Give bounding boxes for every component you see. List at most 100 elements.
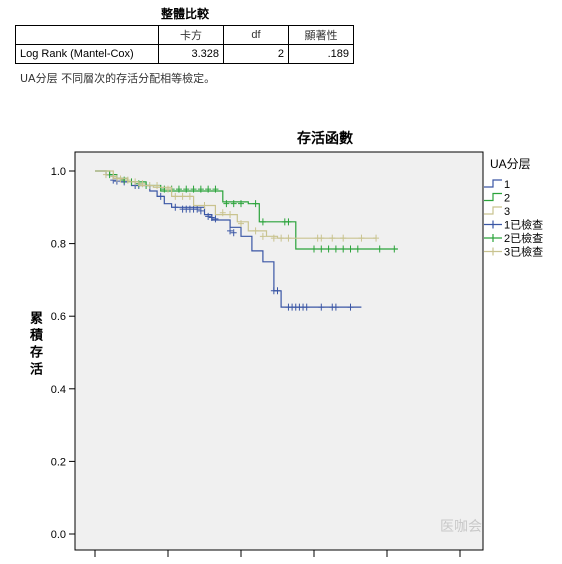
- censor-mark: [347, 245, 354, 253]
- censor-mark: [332, 303, 339, 311]
- censor-mark: [205, 212, 212, 220]
- table-title: 整體比較: [160, 7, 209, 21]
- y-tick-label: 0.8: [51, 239, 66, 251]
- censor-mark: [175, 185, 182, 193]
- legend-censor-swatch: [484, 220, 502, 229]
- legend-censor-swatch: [484, 247, 502, 256]
- legend-label: 1已檢查: [504, 218, 543, 232]
- y-tick-label: 0.4: [51, 384, 66, 396]
- censor-mark: [208, 213, 215, 221]
- censor-mark: [146, 182, 153, 190]
- censor-mark: [205, 185, 212, 193]
- legend-label: 1: [504, 179, 510, 191]
- censor-mark: [212, 185, 219, 193]
- y-axis-label-char: 存: [30, 345, 43, 361]
- censor-mark: [157, 192, 164, 200]
- y-axis-label-char: 累: [30, 311, 43, 327]
- censor-mark: [376, 245, 383, 253]
- censor-mark: [227, 227, 234, 235]
- censor-mark: [318, 303, 325, 311]
- watermark-logo: 医咖会: [440, 519, 482, 535]
- censor-mark: [179, 192, 186, 200]
- chi-square-value: 3.328: [158, 44, 224, 64]
- significance-value: .189: [288, 44, 354, 64]
- censor-mark: [102, 171, 109, 179]
- censor-mark: [238, 200, 244, 208]
- censor-mark: [186, 192, 193, 200]
- censor-mark: [303, 303, 310, 311]
- censor-mark: [278, 234, 285, 242]
- legend-label: 3已檢查: [504, 245, 543, 259]
- censor-mark: [358, 234, 365, 242]
- censor-mark: [270, 234, 277, 242]
- censor-mark: [219, 209, 226, 217]
- y-tick-label: 0.6: [51, 311, 66, 323]
- censor-mark: [318, 245, 325, 253]
- y-tick-label: 0.0: [51, 529, 66, 541]
- legend-line-swatch: [484, 192, 502, 202]
- y-axis-label-char: 積: [29, 328, 44, 344]
- legend-label: 3: [504, 206, 510, 218]
- y-axis-label: 累 積 存 活: [29, 311, 48, 378]
- chart-title: 存活函數: [297, 130, 353, 147]
- censor-mark: [230, 200, 237, 208]
- table-footnote: UA分层 不同層次的存活分配相等檢定。: [20, 72, 216, 85]
- censor-mark: [190, 185, 197, 193]
- plot-area: [74, 151, 484, 551]
- censor-mark: [354, 245, 361, 253]
- censor-mark: [113, 174, 120, 182]
- censor-mark: [154, 182, 161, 190]
- censor-mark: [165, 185, 171, 193]
- censor-mark: [227, 211, 234, 219]
- censor-mark: [132, 178, 139, 186]
- table-row: Log Rank (Mantel-Cox) 3.328 2 .189: [15, 44, 354, 64]
- censor-mark: [197, 207, 204, 215]
- censor-mark: [259, 218, 266, 226]
- legend-label: 2: [504, 193, 510, 205]
- censor-mark: [197, 185, 204, 193]
- censor-mark: [117, 175, 124, 183]
- censor-mark: [373, 234, 380, 242]
- y-tick-label: 0.2: [51, 456, 66, 468]
- censor-mark: [183, 185, 190, 193]
- censor-mark: [172, 192, 179, 200]
- series-layer: [95, 170, 398, 311]
- censor-mark: [347, 303, 354, 311]
- y-axis-label-char: 活: [30, 362, 43, 378]
- censor-mark: [223, 200, 230, 208]
- x-axis: [94, 550, 461, 557]
- y-tick-label: 1.0: [51, 166, 66, 178]
- censor-mark: [340, 245, 347, 253]
- censor-mark: [325, 245, 332, 253]
- censor-mark: [230, 229, 237, 237]
- legend-line-swatch: [484, 179, 502, 188]
- censor-mark: [318, 234, 325, 242]
- censor-mark: [172, 203, 179, 211]
- censor-mark: [274, 287, 281, 295]
- censor-mark: [391, 245, 398, 253]
- censor-mark: [285, 218, 292, 226]
- legend-label: 2已檢查: [504, 231, 543, 245]
- censor-mark: [252, 227, 259, 235]
- censor-mark: [329, 234, 336, 242]
- censor-mark: [238, 220, 244, 228]
- censor-mark: [212, 215, 219, 223]
- censor-mark: [110, 172, 117, 180]
- row-label: Log Rank (Mantel-Cox): [15, 44, 159, 64]
- y-axis: 0.0 0.2 0.4 0.6 0.8 1.0: [51, 166, 75, 541]
- censor-mark: [311, 245, 317, 253]
- log-rank-table: 卡方 df 顯著性 Log Rank (Mantel-Cox) 3.328 2 …: [15, 25, 354, 64]
- censor-mark: [124, 176, 131, 184]
- series-3: [95, 170, 380, 242]
- legend-line-swatch: [484, 206, 502, 215]
- censor-mark: [332, 245, 339, 253]
- censor-mark: [252, 200, 259, 208]
- censor-mark: [194, 205, 201, 213]
- legend-censor-swatch: [484, 234, 502, 242]
- legend-title: UA分层: [490, 157, 531, 171]
- censor-mark: [259, 232, 266, 240]
- censor-mark: [340, 234, 347, 242]
- censor-mark: [285, 234, 292, 242]
- censor-mark: [201, 201, 208, 209]
